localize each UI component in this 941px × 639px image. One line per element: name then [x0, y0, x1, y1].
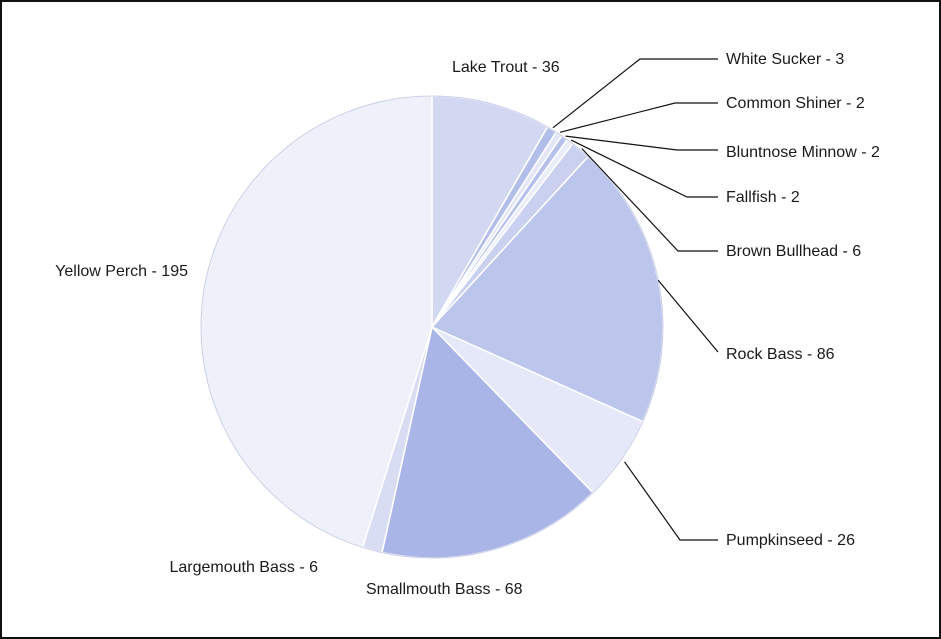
slice-label-rock-bass: Rock Bass - 86	[726, 346, 835, 363]
leader-lines	[552, 58, 719, 541]
slice-labels: Lake Trout - 36 White Sucker - 3 Common Sh…	[55, 51, 880, 598]
leader-line-bluntnose-minnow	[565, 135, 718, 151]
leader-line-common-shiner	[559, 102, 718, 133]
leader-line-pumpkinseed	[624, 461, 718, 541]
slice-label-fallfish: Fallfish - 2	[726, 189, 800, 206]
leader-line-rock-bass	[657, 279, 719, 353]
slice-label-lake-trout: Lake Trout - 36	[452, 59, 560, 76]
leader-line-fallfish	[570, 139, 718, 198]
slice-label-pumpkinseed: Pumpkinseed - 26	[726, 532, 855, 549]
pie-outline	[200, 95, 664, 559]
slice-label-white-sucker: White Sucker - 3	[726, 51, 844, 68]
leader-line-white-sucker	[552, 58, 718, 129]
slice-label-largemouth-bass: Largemouth Bass - 6	[169, 559, 318, 576]
slice-label-brown-bullhead: Brown Bullhead - 6	[726, 243, 861, 260]
slice-label-smallmouth-bass: Smallmouth Bass - 68	[366, 581, 523, 598]
leader-line-brown-bullhead	[581, 148, 718, 252]
slice-label-common-shiner: Common Shiner - 2	[726, 95, 865, 112]
slice-label-yellow-perch: Yellow Perch - 195	[55, 263, 188, 280]
pie-slices	[200, 95, 664, 559]
slice-label-bluntnose-minnow: Bluntnose Minnow - 2	[726, 144, 880, 161]
